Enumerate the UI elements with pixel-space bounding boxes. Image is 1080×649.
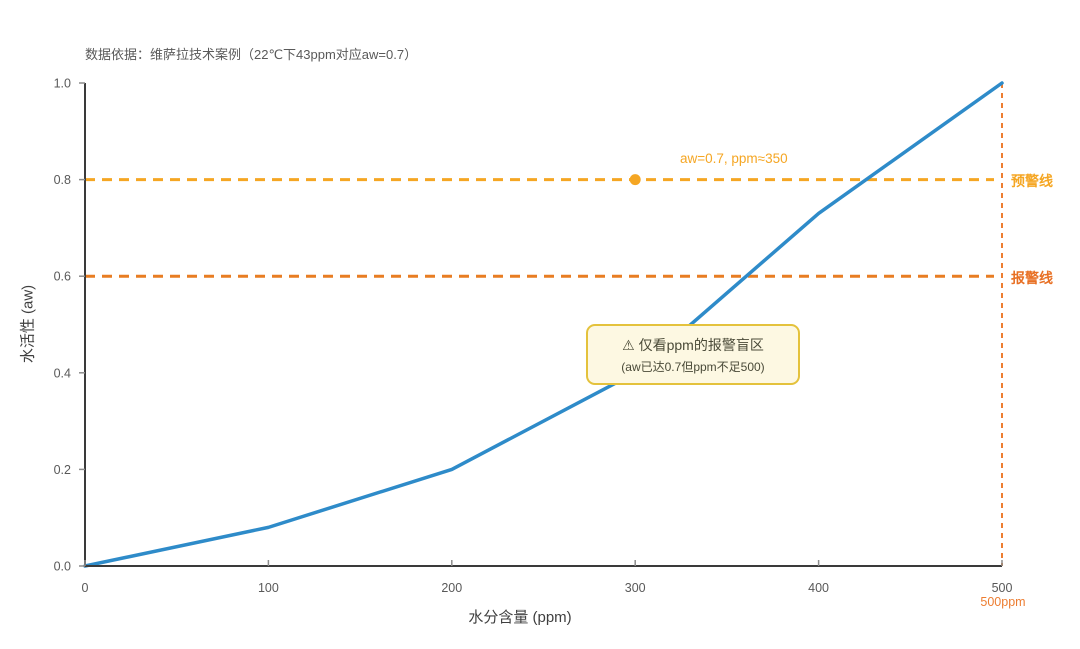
y-tick-label: 0.4 bbox=[54, 366, 71, 380]
y-tick-label: 0.6 bbox=[54, 270, 71, 284]
blind-zone-callout: ⚠ 仅看ppm的报警盲区 (aw已达0.7但ppm不足500) bbox=[586, 324, 800, 385]
x-tick-label: 500 bbox=[992, 581, 1013, 595]
x-tick-label: 100 bbox=[258, 581, 279, 595]
x-tick-label: 300 bbox=[625, 581, 646, 595]
x-tick-label: 0 bbox=[82, 581, 89, 595]
warning-line-label: 预警线 bbox=[1011, 173, 1053, 189]
limit-line-label: 500ppm bbox=[980, 595, 1026, 609]
y-tick-label: 0.2 bbox=[54, 463, 71, 477]
callout-subtext: (aw已达0.7但ppm不足500) bbox=[621, 360, 765, 374]
x-tick-label: 400 bbox=[808, 581, 829, 595]
moisture-aw-curve bbox=[83, 81, 1004, 568]
y-tick-label: 0.8 bbox=[54, 173, 71, 187]
callout-title: ⚠ 仅看ppm的报警盲区 bbox=[622, 337, 764, 353]
x-axis-title: 水分含量 (ppm) bbox=[468, 609, 572, 626]
chart-subtitle: 数据依据：维萨拉技术案例（22℃下43ppm对应aw=0.7） bbox=[85, 47, 418, 62]
marker-point-label: aw=0.7, ppm≈350 bbox=[680, 151, 788, 166]
y-tick-label: 0.0 bbox=[54, 560, 71, 574]
y-tick-label: 1.0 bbox=[54, 77, 71, 91]
alarm-line-label: 报警线 bbox=[1011, 270, 1053, 286]
marker-point bbox=[629, 174, 641, 186]
x-tick-label: 200 bbox=[441, 581, 462, 595]
